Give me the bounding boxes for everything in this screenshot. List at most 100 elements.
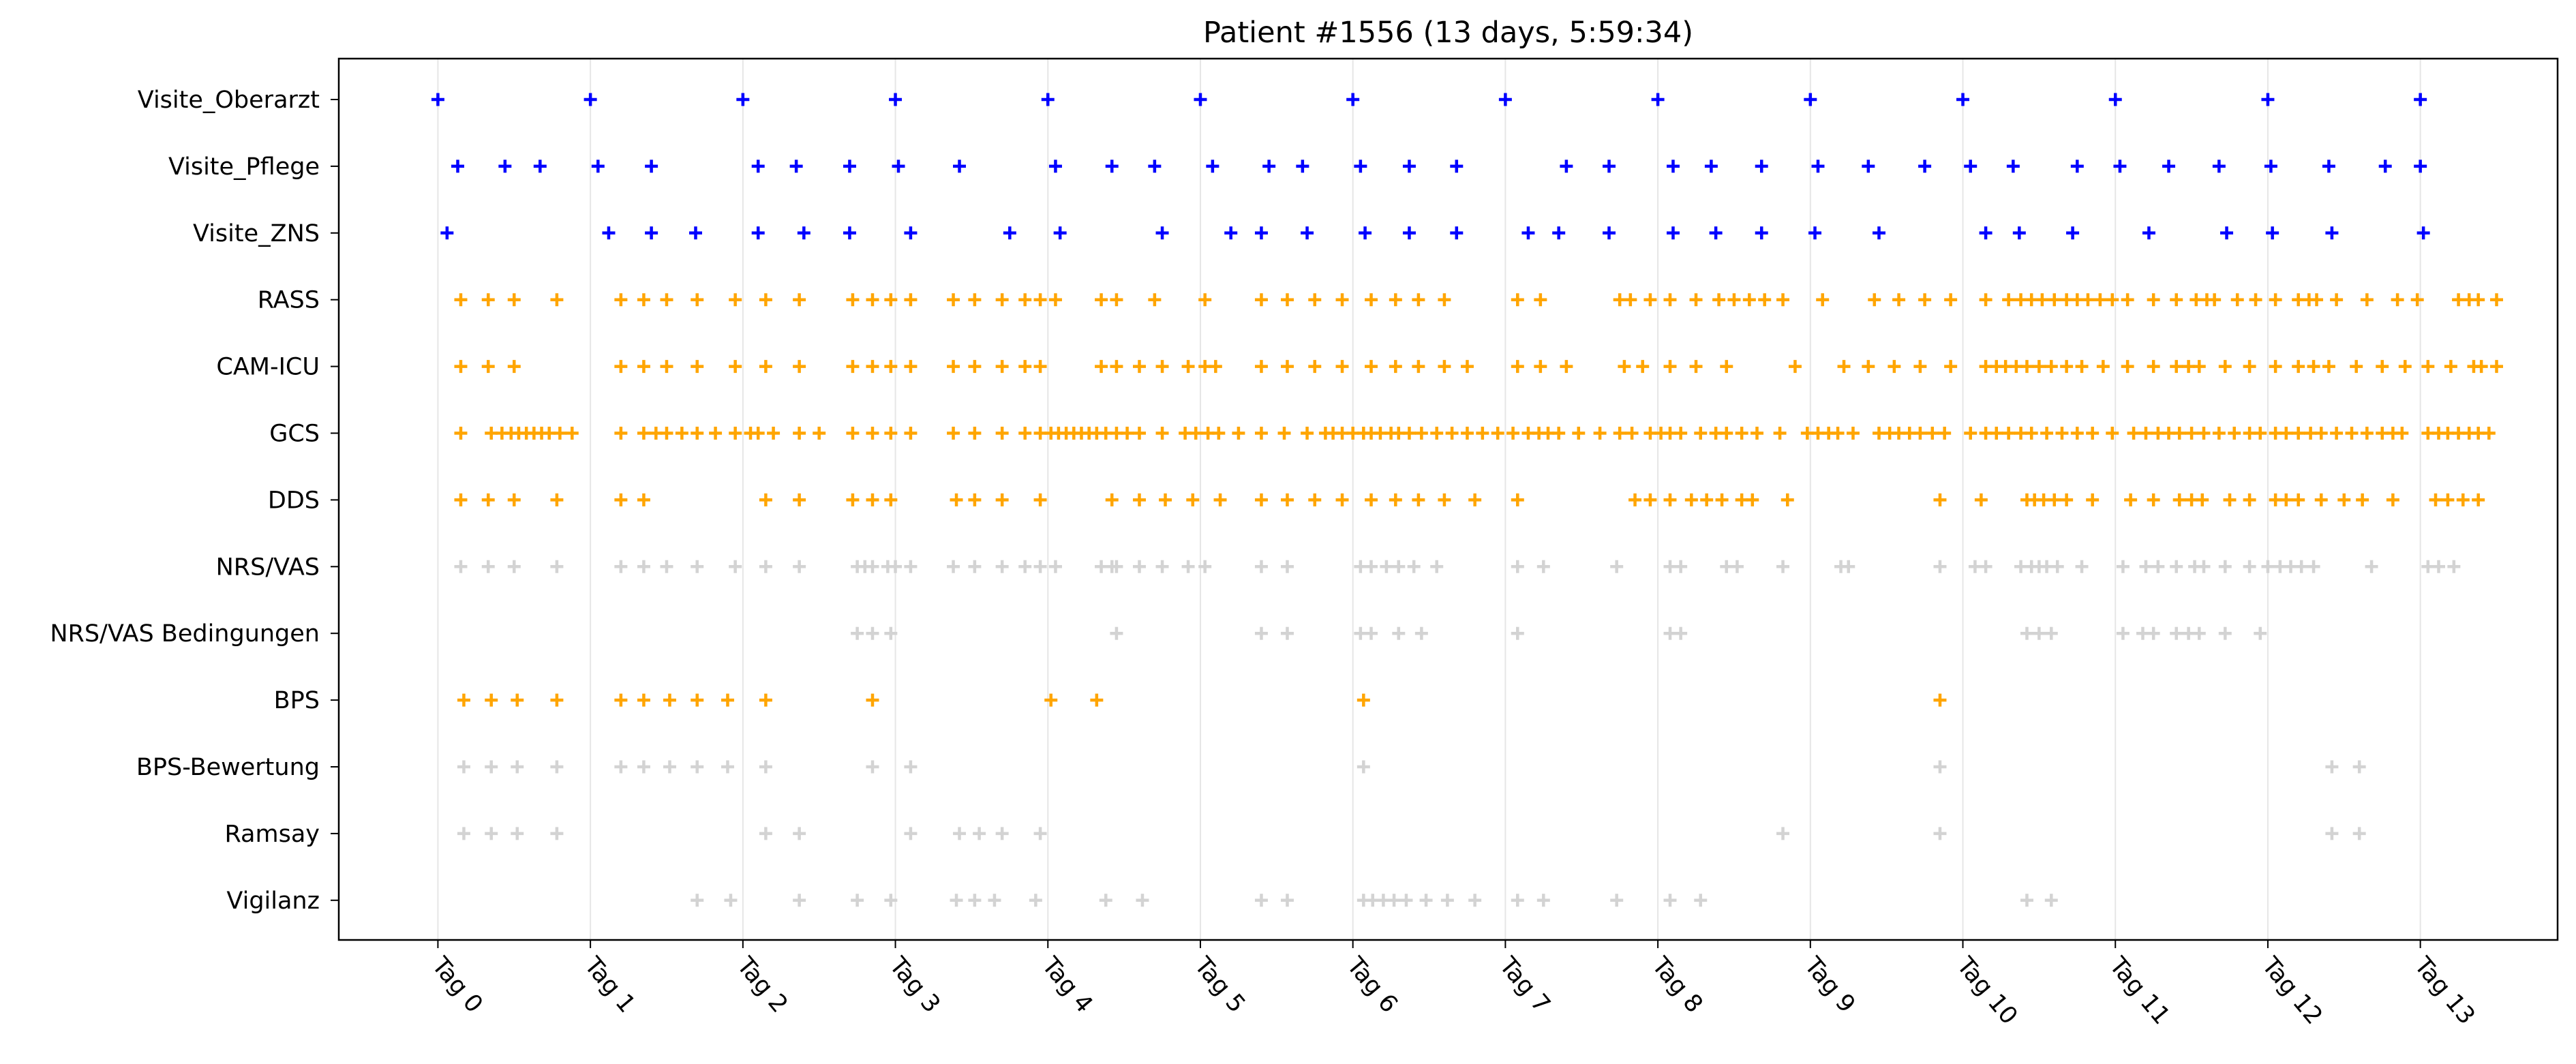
data-point-4-45: [1862, 360, 1875, 374]
data-point-1-19: [1560, 159, 1573, 173]
data-point-5-25: [866, 427, 879, 440]
data-point-3-68: [2249, 293, 2262, 307]
data-point-3-26: [1280, 293, 1294, 307]
data-point-7-13: [866, 560, 879, 573]
data-point-6-59: [2356, 493, 2369, 506]
data-point-3-40: [1712, 293, 1726, 307]
data-point-3-6: [660, 293, 673, 307]
data-point-11-7: [953, 827, 967, 840]
data-point-6-40: [1974, 493, 1988, 506]
data-point-5-108: [2070, 427, 2084, 440]
data-point-12-16: [1387, 894, 1401, 907]
data-point-5-119: [2228, 427, 2241, 440]
data-point-2-11: [1224, 226, 1238, 240]
data-point-4-35: [1511, 360, 1524, 374]
data-point-4-74: [2444, 360, 2457, 374]
data-point-6-21: [1280, 493, 1294, 506]
data-point-5-64: [1430, 427, 1444, 440]
data-point-2-32: [2416, 226, 2430, 240]
data-point-12-24: [1663, 894, 1677, 907]
data-point-7-26: [1132, 560, 1146, 573]
data-point-8-15: [2044, 626, 2058, 640]
data-point-6-47: [2124, 493, 2138, 506]
data-point-11-9: [995, 827, 1009, 840]
data-point-1-12: [1148, 159, 1162, 173]
data-point-12-7: [988, 894, 1001, 907]
data-point-1-34: [2322, 159, 2335, 173]
data-point-10-9: [759, 760, 772, 774]
series-10-markers: [457, 760, 2366, 774]
data-point-4-31: [1389, 360, 1402, 374]
data-point-4-61: [2170, 360, 2183, 374]
data-point-4-27: [1280, 360, 1294, 374]
data-point-8-10: [1511, 626, 1524, 640]
data-point-10-15: [2352, 760, 2366, 774]
data-point-3-43: [1758, 293, 1772, 307]
data-point-5-0: [454, 427, 468, 440]
data-point-3-17: [995, 293, 1009, 307]
data-point-8-2: [884, 626, 898, 640]
data-point-6-17: [1159, 493, 1172, 506]
data-point-9-0: [457, 693, 470, 707]
data-point-10-12: [1357, 760, 1370, 774]
data-point-4-23: [1181, 360, 1195, 374]
data-point-5-123: [2279, 427, 2293, 440]
data-point-4-1: [481, 360, 495, 374]
data-point-6-16: [1132, 493, 1146, 506]
data-point-6-10: [884, 493, 898, 506]
data-point-6-1: [481, 493, 495, 506]
data-point-4-30: [1365, 360, 1378, 374]
data-point-6-13: [995, 493, 1009, 506]
data-point-4-48: [1944, 360, 1958, 374]
data-point-5-11: [614, 427, 628, 440]
data-point-12-20: [1468, 894, 1482, 907]
data-point-2-25: [1979, 226, 1992, 240]
data-point-2-9: [1053, 226, 1067, 240]
series-2-markers: [440, 226, 2430, 240]
data-point-7-21: [1033, 560, 1047, 573]
data-point-1-16: [1354, 159, 1367, 173]
data-point-3-28: [1335, 293, 1349, 307]
data-point-4-4: [637, 360, 650, 374]
data-point-4-17: [1018, 360, 1032, 374]
series-1-markers: [451, 159, 2427, 173]
data-point-7-59: [2151, 560, 2165, 573]
data-point-3-48: [1918, 293, 1932, 307]
data-point-7-65: [2261, 560, 2275, 573]
data-point-5-15: [675, 427, 688, 440]
data-point-2-27: [2066, 226, 2080, 240]
data-point-3-61: [2121, 293, 2134, 307]
data-point-10-0: [457, 760, 470, 774]
data-point-8-4: [1254, 626, 1268, 640]
data-point-5-14: [660, 427, 673, 440]
y-tick-label-7: NRS/VAS: [216, 553, 320, 581]
data-point-2-2: [645, 226, 658, 240]
series-5-markers: [454, 427, 2496, 440]
data-point-0-3: [889, 93, 903, 106]
data-point-5-52: [1301, 427, 1314, 440]
data-point-3-54: [2035, 293, 2049, 307]
y-tick-label-3: RASS: [258, 287, 320, 314]
data-point-1-15: [1296, 159, 1309, 173]
data-point-8-7: [1365, 626, 1378, 640]
data-point-9-8: [721, 693, 734, 707]
data-point-3-32: [1438, 293, 1451, 307]
data-point-11-13: [2325, 827, 2339, 840]
data-point-3-30: [1389, 293, 1402, 307]
data-point-10-5: [637, 760, 650, 774]
series-3-markers: [454, 293, 2504, 307]
data-point-9-12: [1090, 693, 1104, 707]
data-point-5-10: [565, 427, 579, 440]
data-point-4-11: [866, 360, 879, 374]
data-point-4-15: [968, 360, 982, 374]
data-point-6-12: [968, 493, 982, 506]
data-point-2-16: [1450, 226, 1464, 240]
data-point-0-7: [1498, 93, 1512, 106]
data-point-0-10: [1956, 93, 1970, 106]
data-point-3-75: [2391, 293, 2404, 307]
data-point-6-37: [1746, 493, 1759, 506]
data-point-5-112: [2139, 427, 2153, 440]
data-point-7-8: [729, 560, 742, 573]
data-point-10-10: [866, 760, 879, 774]
data-point-8-5: [1280, 626, 1294, 640]
